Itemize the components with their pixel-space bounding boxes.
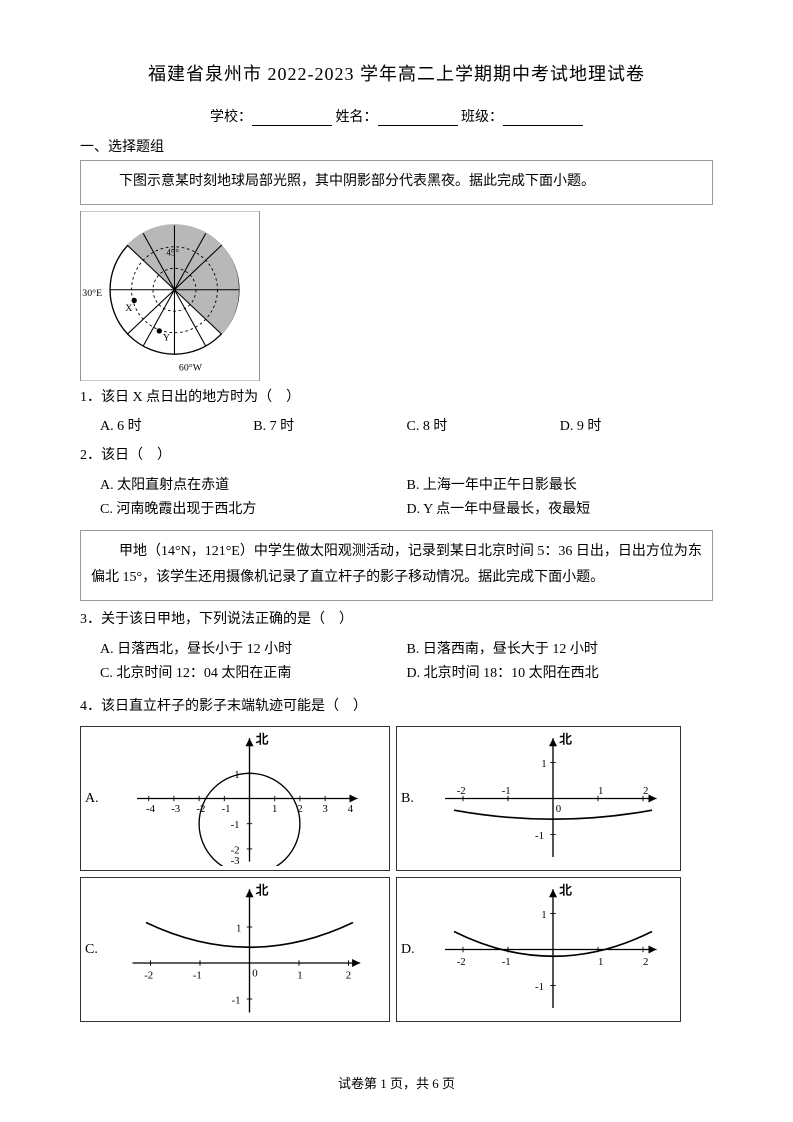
page-footer: 试卷第 1 页，共 6 页 — [0, 1073, 793, 1092]
svg-text:1: 1 — [234, 769, 239, 781]
class-blank[interactable] — [503, 110, 583, 126]
globe-45-label: 45° — [166, 247, 179, 257]
q2-opt-b[interactable]: B. 上海一年中正午日影最长 — [407, 474, 714, 494]
class-label: 班级： — [461, 110, 503, 125]
q4-label-d: D. — [401, 942, 421, 958]
svg-text:北: 北 — [256, 884, 269, 898]
svg-text:北: 北 — [256, 733, 269, 747]
q2-text: 2．该日（ ） — [80, 443, 713, 470]
svg-text:2: 2 — [346, 969, 351, 981]
section-1-header: 一、选择题组 — [80, 136, 713, 156]
q1-opt-a[interactable]: A. 6 时 — [100, 415, 253, 435]
q1-opt-c[interactable]: C. 8 时 — [407, 415, 560, 435]
svg-text:-2: -2 — [196, 803, 205, 815]
svg-text:4: 4 — [348, 803, 354, 815]
q4-graph-d[interactable]: D. 北 -2 -1 1 2 1 -1 — [396, 877, 681, 1022]
q3-options: A. 日落西北，昼长小于 12 小时 B. 日落西南，昼长大于 12 小时 C.… — [100, 638, 713, 686]
passage-2-text: 甲地（14°N，121°E）中学生做太阳观测活动，记录到某日北京时间 5：36 … — [91, 539, 702, 592]
q3-opt-b[interactable]: B. 日落西南，昼长大于 12 小时 — [407, 638, 714, 658]
q4-graph-grid: A. 北 -4-3-2-1 1234 1-1-2 -3 -3 — [80, 726, 713, 1022]
svg-text:-1: -1 — [231, 819, 240, 831]
student-info-line: 学校： 姓名： 班级： — [80, 106, 713, 126]
svg-text:2: 2 — [643, 956, 648, 968]
passage-2-box: 甲地（14°N，121°E）中学生做太阳观测活动，记录到某日北京时间 5：36 … — [80, 530, 713, 601]
globe-x-label: X — [125, 303, 132, 314]
svg-text:1: 1 — [541, 758, 546, 770]
passage-1-box: 下图示意某时刻地球局部光照，其中阴影部分代表黑夜。据此完成下面小题。 — [80, 160, 713, 205]
q4-label-c: C. — [85, 942, 105, 958]
svg-text:2: 2 — [643, 785, 648, 797]
q2-options: A. 太阳直射点在赤道 B. 上海一年中正午日影最长 C. 河南晚霞出现于西北方… — [100, 474, 713, 522]
q3-opt-c[interactable]: C. 北京时间 12：04 太阳在正南 — [100, 662, 407, 682]
q4-label-a: A. — [85, 791, 105, 807]
q4-label-b: B. — [401, 791, 421, 807]
svg-text:-1: -1 — [193, 969, 202, 981]
svg-text:1: 1 — [236, 923, 241, 935]
globe-60w-label: 60°W — [179, 362, 203, 373]
svg-text:-3: -3 — [171, 803, 180, 815]
q4-text: 4．该日直立杆子的影子末端轨迹可能是（ ） — [80, 694, 713, 721]
svg-text:0: 0 — [556, 803, 561, 815]
svg-text:1: 1 — [272, 803, 277, 815]
q1-text: 1．该日 X 点日出的地方时为（ ） — [80, 385, 713, 412]
svg-text:-1: -1 — [232, 995, 241, 1007]
q4-graph-a[interactable]: A. 北 -4-3-2-1 1234 1-1-2 -3 -3 — [80, 726, 390, 871]
svg-text:-1: -1 — [222, 803, 231, 815]
svg-text:-3: -3 — [231, 855, 240, 866]
svg-text:-1: -1 — [502, 956, 511, 968]
q4-graph-b[interactable]: B. 北 -2 -1 0 1 2 1 -1 — [396, 726, 681, 871]
school-blank[interactable] — [252, 110, 332, 126]
q3-opt-a[interactable]: A. 日落西北，昼长小于 12 小时 — [100, 638, 407, 658]
name-label: 姓名： — [336, 110, 378, 125]
q1-options: A. 6 时 B. 7 时 C. 8 时 D. 9 时 — [100, 415, 713, 435]
svg-text:1: 1 — [598, 956, 603, 968]
svg-text:北: 北 — [559, 884, 572, 898]
passage-1-text: 下图示意某时刻地球局部光照，其中阴影部分代表黑夜。据此完成下面小题。 — [91, 169, 702, 196]
svg-text:0: 0 — [252, 968, 257, 980]
svg-text:-2: -2 — [457, 785, 466, 797]
q2-opt-a[interactable]: A. 太阳直射点在赤道 — [100, 474, 407, 494]
globe-y-label: Y — [163, 332, 170, 343]
svg-text:北: 北 — [559, 733, 572, 747]
page-title: 福建省泉州市 2022-2023 学年高二上学期期中考试地理试卷 — [80, 60, 713, 86]
svg-text:-1: -1 — [502, 785, 511, 797]
svg-text:1: 1 — [297, 969, 302, 981]
svg-text:1: 1 — [598, 785, 603, 797]
svg-text:-1: -1 — [535, 830, 544, 842]
svg-text:1: 1 — [541, 909, 546, 921]
q1-opt-b[interactable]: B. 7 时 — [253, 415, 406, 435]
svg-text:-1: -1 — [535, 981, 544, 993]
q4-graph-c[interactable]: C. 北 -2 -1 0 1 2 1 -1 — [80, 877, 390, 1022]
school-label: 学校： — [210, 110, 252, 125]
svg-text:3: 3 — [322, 803, 327, 815]
svg-text:-2: -2 — [144, 969, 153, 981]
svg-text:2: 2 — [297, 803, 302, 815]
name-blank[interactable] — [378, 110, 458, 126]
q2-opt-c[interactable]: C. 河南晚霞出现于西北方 — [100, 498, 407, 518]
q2-opt-d[interactable]: D. Y 点一年中昼最长，夜最短 — [407, 498, 714, 518]
globe-30e-label: 30°E — [82, 288, 102, 299]
svg-text:-2: -2 — [457, 956, 466, 968]
globe-diagram: X Y 45° 30°E 60°W — [80, 211, 260, 381]
svg-text:-4: -4 — [146, 803, 156, 815]
q3-opt-d[interactable]: D. 北京时间 18：10 太阳在西北 — [407, 662, 714, 682]
q1-opt-d[interactable]: D. 9 时 — [560, 415, 713, 435]
q3-text: 3．关于该日甲地，下列说法正确的是（ ） — [80, 607, 713, 634]
